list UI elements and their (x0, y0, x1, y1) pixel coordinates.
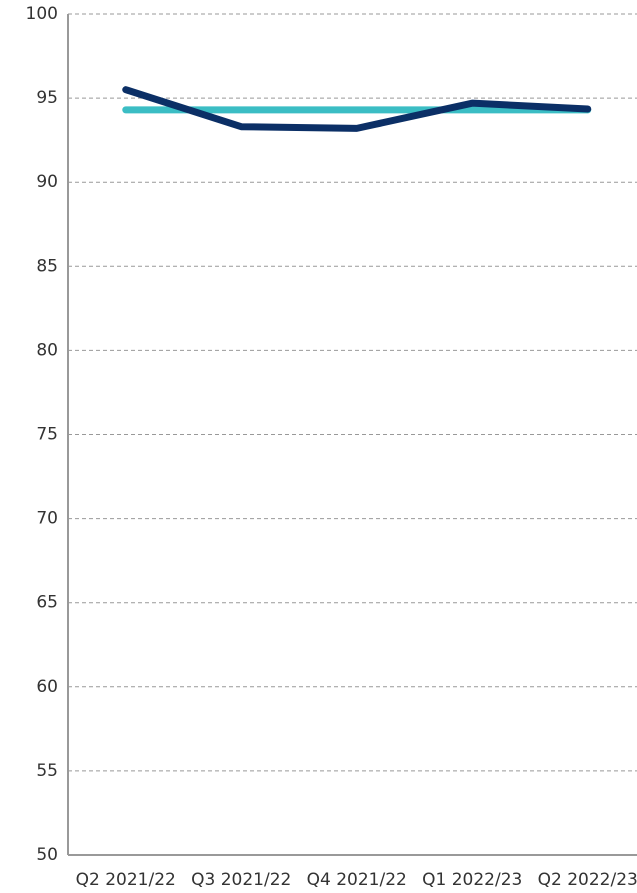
series-line (122, 86, 592, 132)
y-tick-label: 85 (36, 256, 58, 276)
x-tick-label: Q2 2022/23 (538, 870, 637, 890)
x-tick-label: Q4 2021/22 (307, 870, 407, 890)
x-tick-label: Q3 2021/22 (191, 870, 291, 890)
y-tick-label: 65 (36, 593, 58, 613)
y-tick-label: 100 (26, 4, 58, 24)
y-tick-label: 75 (36, 425, 58, 445)
x-tick-label: Q1 2022/23 (422, 870, 522, 890)
y-tick-label: 50 (36, 845, 58, 865)
y-tick-label: 90 (36, 172, 58, 192)
y-tick-label: 95 (36, 88, 58, 108)
x-tick-label: Q2 2021/22 (76, 870, 176, 890)
y-tick-label: 55 (36, 761, 58, 781)
y-tick-label: 70 (36, 509, 58, 529)
y-tick-label: 60 (36, 677, 58, 697)
y-tick-label: 80 (36, 340, 58, 360)
